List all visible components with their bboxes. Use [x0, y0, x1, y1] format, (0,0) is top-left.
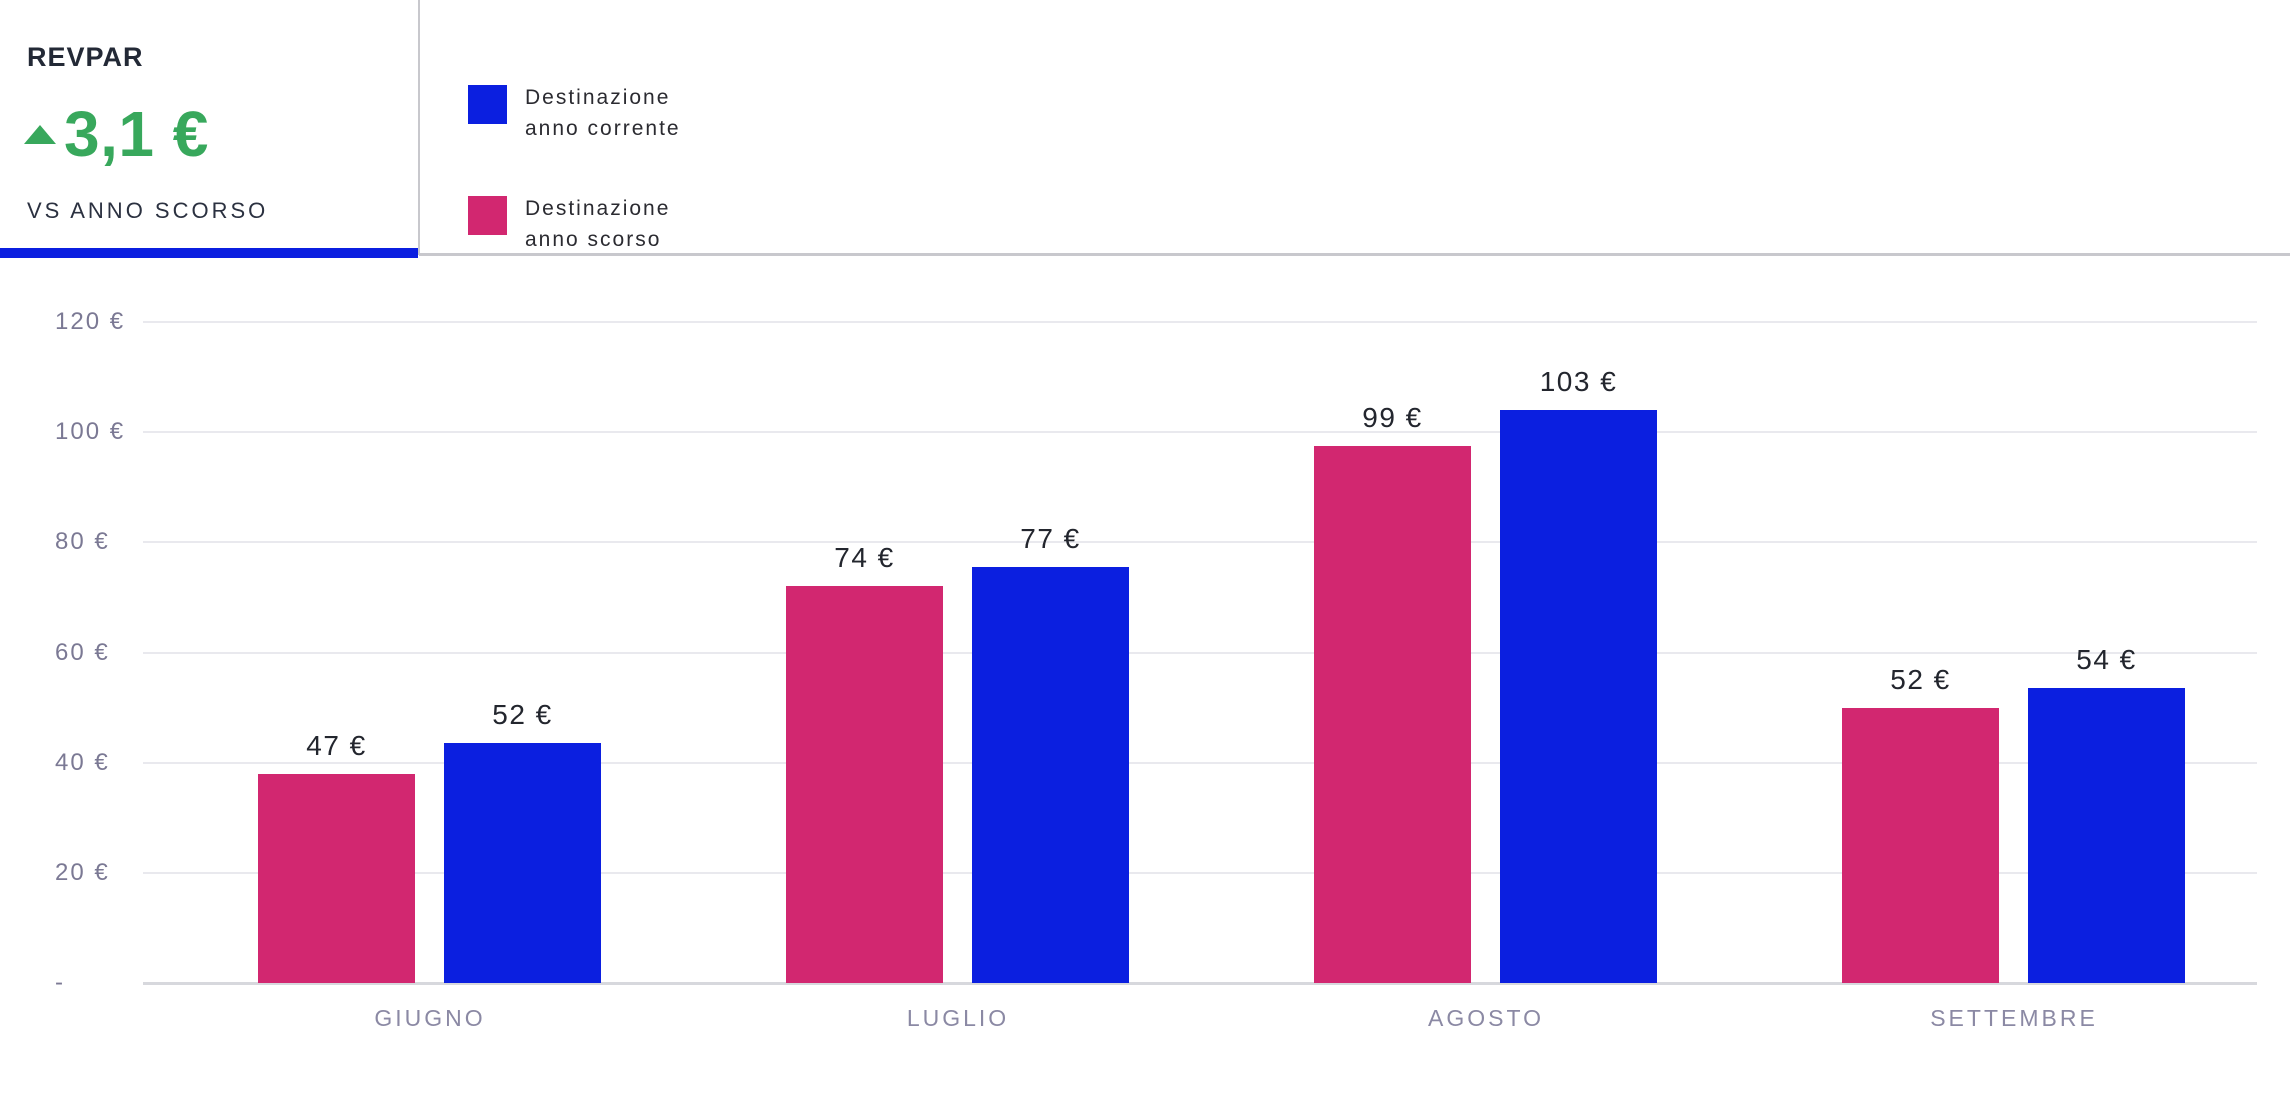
bar-value-label: 77 € [1020, 523, 1081, 554]
x-axis-label-settembre: SETTEMBRE [1930, 1005, 2098, 1031]
tabbar-bottom-border [419, 253, 2290, 256]
bar-value-label: 47 € [306, 730, 367, 761]
bar-value-label: 54 € [2076, 644, 2137, 675]
bar-value-label: 52 € [492, 699, 553, 730]
legend-item-anno-scorso[interactable]: Destinazione anno scorso [468, 196, 681, 255]
kpi-delta-value: 3,1 € [64, 98, 209, 170]
bar-value-label: 52 € [1890, 664, 1951, 695]
kpi-delta-row: 3,1 € [24, 98, 209, 170]
kpi-title: REVPAR [27, 42, 144, 72]
bar-luglio-anno-scorso[interactable] [786, 586, 943, 983]
bar-settembre-anno-scorso[interactable] [1842, 708, 1999, 983]
legend-item-anno-corrente[interactable]: Destinazione anno corrente [468, 85, 681, 144]
gridline-100 [143, 431, 2257, 434]
bar-value-label: 99 € [1362, 402, 1423, 433]
legend-swatch-last-year [468, 196, 507, 235]
bar-value-label: 103 € [1539, 366, 1618, 397]
legend-label-current-year: Destinazione anno corrente [525, 86, 681, 140]
bar-giugno-anno-scorso[interactable] [258, 774, 415, 983]
gridline-40 [143, 761, 2257, 764]
chart-legend: Destinazione anno corrente Destinazione … [468, 85, 681, 307]
bar-agosto-anno-scorso[interactable] [1314, 446, 1471, 983]
y-tick-label-40: 40 € [55, 748, 110, 776]
x-axis-label-luglio: LUGLIO [906, 1005, 1010, 1031]
trend-up-icon [24, 124, 56, 144]
y-tick-label-80: 80 € [55, 528, 110, 556]
legend-label-last-year: Destinazione anno scorso [525, 197, 671, 251]
x-axis-label-agosto: AGOSTO [1428, 1005, 1544, 1031]
y-tick-label-0: - [55, 969, 65, 996]
y-tick-label-100: 100 € [55, 418, 126, 446]
gridline-20 [143, 871, 2257, 874]
x-axis-label-giugno: GIUGNO [374, 1005, 486, 1031]
bar-agosto-anno-corrente[interactable] [1500, 410, 1657, 983]
y-tick-label-60: 60 € [55, 638, 110, 666]
tab-separator [418, 0, 420, 255]
gridline-0 [143, 982, 2257, 985]
tab-revpar[interactable]: REVPAR 3,1 € VS ANNO SCORSO [0, 0, 418, 258]
bar-luglio-anno-corrente[interactable] [972, 567, 1129, 983]
legend-swatch-current-year [468, 85, 507, 124]
y-tick-label-120: 120 € [55, 308, 126, 335]
bar-giugno-anno-corrente[interactable] [444, 743, 601, 983]
bar-value-label: 74 € [834, 542, 895, 573]
gridline-80 [143, 541, 2257, 544]
bar-settembre-anno-corrente[interactable] [2028, 688, 2185, 983]
kpi-subtitle: VS ANNO SCORSO [27, 198, 269, 223]
gridline-60 [143, 651, 2257, 654]
y-tick-label-20: 20 € [55, 858, 110, 886]
active-tab-underline [0, 248, 418, 258]
gridline-120 [143, 321, 2257, 323]
